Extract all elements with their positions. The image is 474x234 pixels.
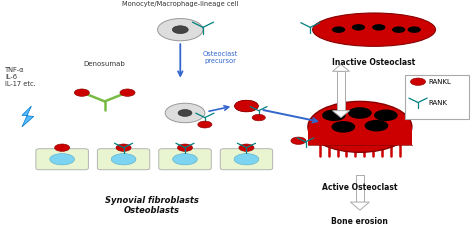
Circle shape [252, 114, 265, 121]
Circle shape [55, 144, 70, 151]
Ellipse shape [50, 154, 74, 165]
Circle shape [235, 100, 258, 112]
Text: Osteoclast
precursor: Osteoclast precursor [203, 51, 238, 64]
Bar [337, 71, 345, 111]
Ellipse shape [173, 154, 197, 165]
Circle shape [322, 110, 346, 121]
Circle shape [348, 107, 372, 119]
Circle shape [332, 26, 345, 33]
Circle shape [173, 26, 188, 33]
Circle shape [178, 110, 192, 116]
FancyBboxPatch shape [36, 149, 88, 170]
Text: Denosumab: Denosumab [84, 61, 126, 67]
Text: Monocyte/Macrophage-lineage cell: Monocyte/Macrophage-lineage cell [122, 1, 238, 7]
Text: Bone erosion: Bone erosion [331, 217, 388, 226]
Polygon shape [22, 106, 34, 127]
Ellipse shape [313, 13, 436, 46]
Bar [308, 127, 412, 145]
Text: Active Osteoclast: Active Osteoclast [322, 183, 398, 191]
Circle shape [177, 144, 192, 151]
Text: RANKL: RANKL [428, 79, 451, 85]
Circle shape [242, 104, 251, 108]
Text: RANK: RANK [428, 99, 447, 106]
Circle shape [291, 137, 306, 144]
Bar [356, 176, 364, 202]
FancyBboxPatch shape [97, 149, 150, 170]
FancyBboxPatch shape [159, 149, 211, 170]
Circle shape [239, 144, 254, 151]
Circle shape [116, 144, 131, 151]
Circle shape [365, 120, 388, 132]
Polygon shape [332, 111, 349, 118]
FancyBboxPatch shape [405, 75, 469, 119]
Circle shape [157, 18, 203, 41]
Text: TNF-α
IL-6
IL-17 etc.: TNF-α IL-6 IL-17 etc. [5, 67, 36, 87]
Circle shape [408, 26, 421, 33]
Circle shape [410, 78, 426, 85]
Ellipse shape [234, 154, 259, 165]
Text: Inactive Osteoclast: Inactive Osteoclast [332, 58, 416, 66]
Circle shape [74, 89, 90, 96]
Polygon shape [332, 64, 349, 71]
Circle shape [120, 89, 135, 96]
FancyBboxPatch shape [220, 149, 273, 170]
Circle shape [392, 26, 405, 33]
Circle shape [372, 24, 385, 31]
Ellipse shape [111, 154, 136, 165]
Circle shape [165, 103, 205, 123]
Circle shape [352, 24, 365, 31]
Circle shape [374, 110, 398, 121]
Text: Synovial fibroblasts
Osteoblasts: Synovial fibroblasts Osteoblasts [105, 196, 199, 215]
Circle shape [198, 121, 212, 128]
Polygon shape [350, 202, 369, 210]
Circle shape [331, 121, 355, 133]
Ellipse shape [308, 101, 412, 152]
Circle shape [235, 100, 258, 112]
